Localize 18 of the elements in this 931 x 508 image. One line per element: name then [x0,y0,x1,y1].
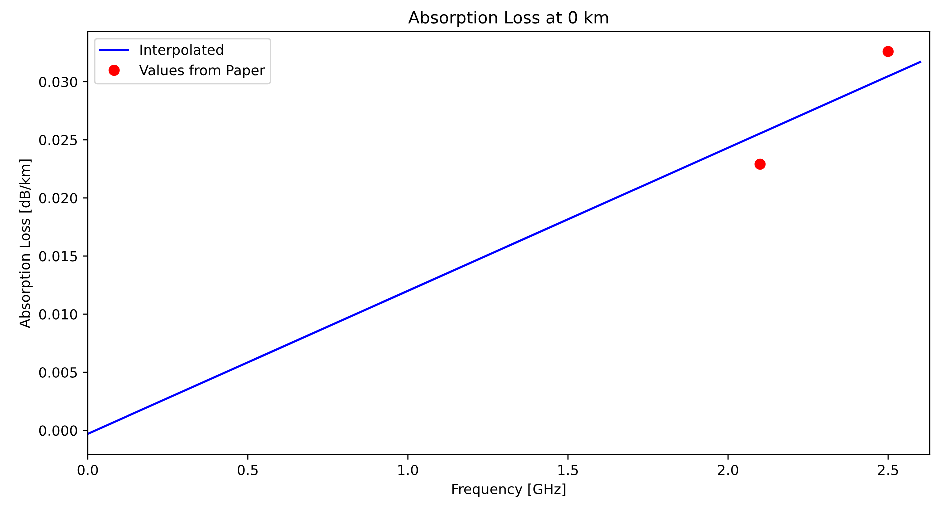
y-tick-label: 0.010 [39,309,78,320]
x-tick-label: 0.0 [78,464,98,476]
x-tick-label: 1.5 [558,465,578,476]
legend-label: Interpolated [140,44,224,58]
y-tick-label: 0.030 [39,76,78,88]
x-tick-label: 0.5 [238,464,258,476]
y-tick-label: 0.015 [39,251,78,262]
x-tick-label: 2.0 [718,464,738,476]
chart-title: Absorption Loss at 0 km [408,11,608,28]
y-tick-label: 0.000 [39,426,78,436]
x-axis-title: Frequency [GHz] [452,484,566,498]
x-tick-label: 1.0 [398,464,418,476]
y-axis-title: Absorption Loss [dB/km] [20,160,33,328]
y-tick-label: 0.025 [39,135,78,146]
y-tick-label: 0.020 [39,193,78,204]
x-tick-label: 2.5 [878,464,898,476]
y-tick-label: 0.005 [39,367,78,378]
legend-label: Values from Paper [139,64,266,78]
